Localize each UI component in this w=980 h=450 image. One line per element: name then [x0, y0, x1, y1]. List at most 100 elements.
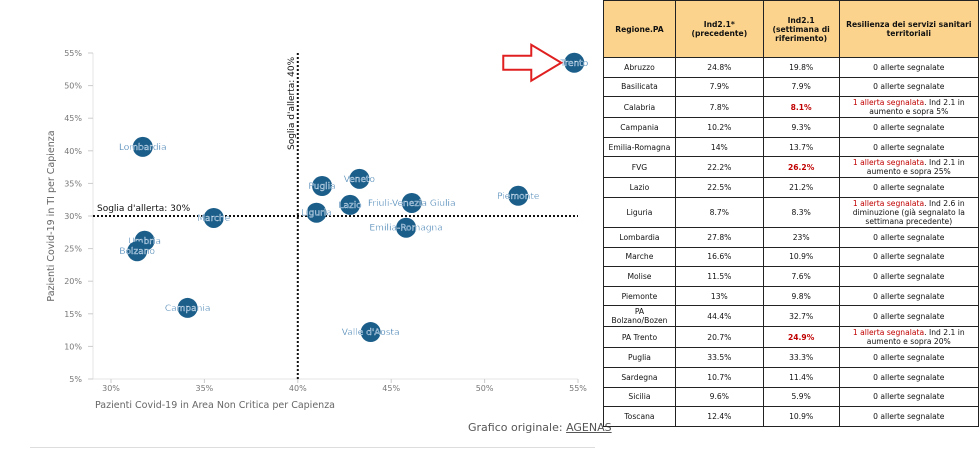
cell-prev: 12.4%: [674, 406, 764, 427]
table-row: FVG 22.2% 26.2% 1 allerta segnalata. Ind 2.…: [603, 156, 980, 179]
cell-prev: 10.7%: [674, 366, 764, 388]
cell-curr: 24.9%: [762, 326, 840, 349]
data-point-label: Piemonte: [497, 192, 540, 202]
data-point: [349, 168, 370, 189]
data-point: [564, 52, 585, 73]
table-row: Lazio 22.5% 21.2% 0 allerte segnalate: [603, 177, 980, 198]
table-row: Molise 11.5% 7.6% 0 allerte segnalate: [603, 266, 980, 287]
resilience-text: . Ind 2.1 in aumento e sopra 5%: [869, 98, 965, 117]
resilience-text: 0 allerte segnalate: [873, 183, 945, 193]
table-row: Campania 10.2% 9.3% 0 allerte segnalate: [603, 117, 980, 138]
table-row: Abruzzo 24.8% 19.8% 0 allerte segnalate: [603, 57, 980, 78]
y-tick-label: 5%: [69, 375, 82, 384]
resilience-text: 0 allerte segnalate: [873, 372, 945, 382]
column-header: Resilienza dei servizi sanitari territor…: [838, 0, 980, 58]
cell-prev: 22.5%: [674, 177, 764, 198]
cell-curr: 8.3%: [762, 196, 840, 228]
resilience-text: 0 allerte segnalate: [873, 411, 945, 421]
y-tick-label: 55%: [64, 49, 82, 58]
data-point: [306, 202, 327, 223]
cell-region: Campania: [603, 117, 676, 138]
alert-text: 1 allerta segnalata: [852, 328, 925, 338]
cell-resilience: 0 allerte segnalate: [838, 177, 980, 198]
cell-region: Sardegna: [603, 366, 676, 388]
source-text: Grafico originale:: [468, 421, 567, 434]
table-row: Toscana 12.4% 10.9% 0 allerte segnalate: [603, 406, 980, 427]
cell-region: Calabria: [603, 96, 676, 119]
resilience-text: . Ind 2.1 in aumento e sopra 25%: [866, 158, 965, 177]
cell-curr: 10.9%: [762, 246, 840, 268]
cell-region: Lombardia: [603, 226, 676, 248]
data-point: [132, 136, 153, 157]
resilience-text: 0 allerte segnalate: [873, 122, 945, 132]
y-tick-label: 50%: [64, 82, 82, 91]
table-row: Marche 16.6% 10.9% 0 allerte segnalate: [603, 246, 980, 268]
cell-region: Lazio: [603, 177, 676, 198]
cell-curr: 9.8%: [762, 285, 840, 307]
data-point-label: Umbria: [128, 237, 161, 247]
arrow-icon: [502, 43, 564, 83]
cell-prev: 11.5%: [674, 266, 764, 287]
cell-resilience: 0 allerte segnalate: [838, 76, 980, 98]
threshold-label-y: Soglia d'allerta: 30%: [97, 204, 191, 214]
cell-resilience: 0 allerte segnalate: [838, 406, 980, 427]
data-point: [312, 176, 333, 197]
data-point: [203, 207, 224, 228]
cell-region: FVG: [603, 156, 676, 179]
table-row: Sardegna 10.7% 11.4% 0 allerte segnalate: [603, 366, 980, 388]
y-tick-label: 35%: [64, 179, 82, 188]
cell-prev: 44.4%: [674, 305, 764, 328]
column-header: Regione.PA: [603, 0, 676, 58]
column-header: Ind2.1* (precedente): [674, 0, 764, 58]
table-row: Emilia-Romagna 14% 13.7% 0 allerte segnalat…: [603, 136, 980, 158]
data-point: [340, 194, 361, 215]
x-tick-label: 40%: [289, 384, 307, 393]
x-tick-label: 50%: [476, 384, 494, 393]
cell-prev: 10.2%: [674, 117, 764, 138]
y-tick-label: 15%: [64, 310, 82, 319]
cell-resilience: 0 allerte segnalate: [838, 246, 980, 268]
threshold-label-x: Soglia d'allerta: 40%: [287, 56, 297, 150]
y-axis-label: Pazienti Covid-19 in TI per Capienza: [46, 130, 57, 301]
data-point: [127, 241, 148, 262]
resilience-text: 0 allerte segnalate: [873, 82, 945, 92]
cell-region: PA Trento: [603, 326, 676, 349]
cell-region: Molise: [603, 266, 676, 287]
column-header: Ind2.1 (settimana di riferimento): [762, 0, 840, 58]
resilience-text: 0 allerte segnalate: [873, 252, 945, 262]
cell-resilience: 0 allerte segnalate: [838, 305, 980, 328]
y-tick-label: 45%: [64, 114, 82, 123]
data-point-label: Bolzano: [119, 247, 155, 257]
cell-curr: 19.8%: [762, 57, 840, 78]
data-point-label: Emilia-Romagna: [369, 224, 442, 234]
cell-resilience: 1 allerta segnalata. Ind 2.1 in aumento …: [838, 326, 980, 349]
cell-prev: 33.5%: [674, 347, 764, 368]
scatter-chart: 55% 50% 45% 40% 35% 30% 25% 20% 15% 10% 5% 30% 35% 40…: [46, 43, 589, 411]
cell-prev: 9.6%: [674, 386, 764, 408]
data-point-label: Marche: [197, 214, 230, 224]
cell-resilience: 1 allerta segnalata. Ind 2.1 in aumento …: [838, 156, 980, 179]
cell-region: PA Bolzano/Bozen: [603, 305, 676, 328]
cell-curr: 7.9%: [762, 76, 840, 98]
divider: [30, 447, 595, 448]
data-point-label: Lazio: [338, 201, 362, 211]
cell-resilience: 0 allerte segnalate: [838, 347, 980, 368]
cell-resilience: 1 allerta segnalata. Ind 2.6 in diminuzi…: [838, 196, 980, 228]
x-tick-label: 30%: [102, 384, 120, 393]
cell-region: Sicilia: [603, 386, 676, 408]
alert-text: 1 allerta segnalata: [852, 98, 925, 108]
cell-curr: 5.9%: [762, 386, 840, 408]
table-header: Regione.PA Ind2.1* (precedente) Ind2.1 (sett…: [603, 0, 980, 58]
x-tick-label: 55%: [569, 384, 587, 393]
source-link[interactable]: AGENAS: [566, 421, 612, 434]
data-point: [508, 185, 529, 206]
alert-text: 1 allerta segnalata: [852, 158, 925, 168]
y-tick-label: 20%: [64, 277, 82, 286]
x-axis-label: Pazienti Covid-19 in Area Non Critica pe…: [95, 400, 335, 411]
cell-region: Toscana: [603, 406, 676, 427]
table-row: Basilicata 7.9% 7.9% 0 allerte segnalate: [603, 76, 980, 98]
resilience-text: 0 allerte segnalate: [873, 291, 945, 301]
cell-region: Basilicata: [603, 76, 676, 98]
cell-curr: 32.7%: [762, 305, 840, 328]
cell-prev: 8.7%: [674, 196, 764, 228]
